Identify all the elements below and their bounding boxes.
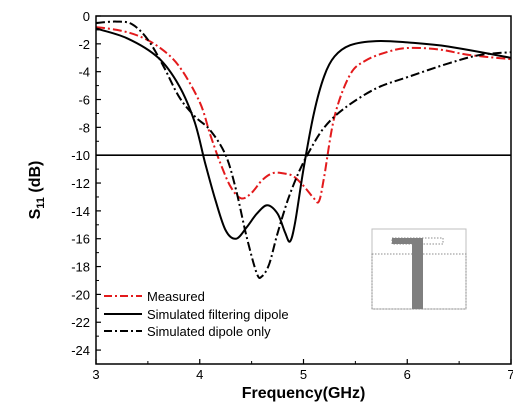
x-tick-label: 3 (92, 367, 99, 382)
series-line-measured (96, 26, 511, 204)
x-tick-label: 5 (300, 367, 307, 382)
y-tick-label: -12 (71, 176, 90, 191)
y-axis-title-unit: (dB) (27, 161, 44, 197)
y-axis-title: S11 (dB) (27, 161, 47, 220)
legend: Measured Simulated filtering dipole Simu… (104, 289, 289, 339)
y-axis-title-main: S (27, 208, 44, 219)
y-tick-label: -2 (78, 37, 90, 52)
x-axis-title: Frequency(GHz) (242, 385, 366, 402)
legend-label-dipole: Simulated dipole only (147, 324, 271, 339)
x-tick-label: 7 (507, 367, 513, 382)
y-tick-label: -22 (71, 315, 90, 330)
legend-label-filtering: Simulated filtering dipole (147, 307, 289, 322)
x-tick-label: 4 (196, 367, 203, 382)
ticks-layer: 3 4 5 6 7 0 -2 -4 -6 -8 -10 -12 -14 -16 -18 -20 -22 -24 (71, 9, 513, 382)
y-axis-title-subscript: 11 (35, 197, 47, 209)
y-tick-label: -8 (78, 120, 90, 135)
y-tick-label: -20 (71, 287, 90, 302)
y-tick-label: -10 (71, 148, 90, 163)
y-tick-label: -4 (78, 65, 90, 80)
series-layer (96, 20, 511, 280)
y-tick-label: 0 (83, 9, 90, 24)
series-line-simulated-filtering-dipole (96, 27, 511, 243)
y-tick-label: -6 (78, 93, 90, 108)
y-tick-label: -16 (71, 232, 90, 247)
antenna-inset (371, 228, 467, 310)
legend-label-measured: Measured (147, 289, 205, 304)
x-tick-label: 6 (404, 367, 411, 382)
y-tick-label: -24 (71, 343, 90, 358)
y-tick-label: -18 (71, 260, 90, 275)
series-line-simulated-dipole-only (96, 20, 511, 280)
y-tick-label: -14 (71, 204, 90, 219)
